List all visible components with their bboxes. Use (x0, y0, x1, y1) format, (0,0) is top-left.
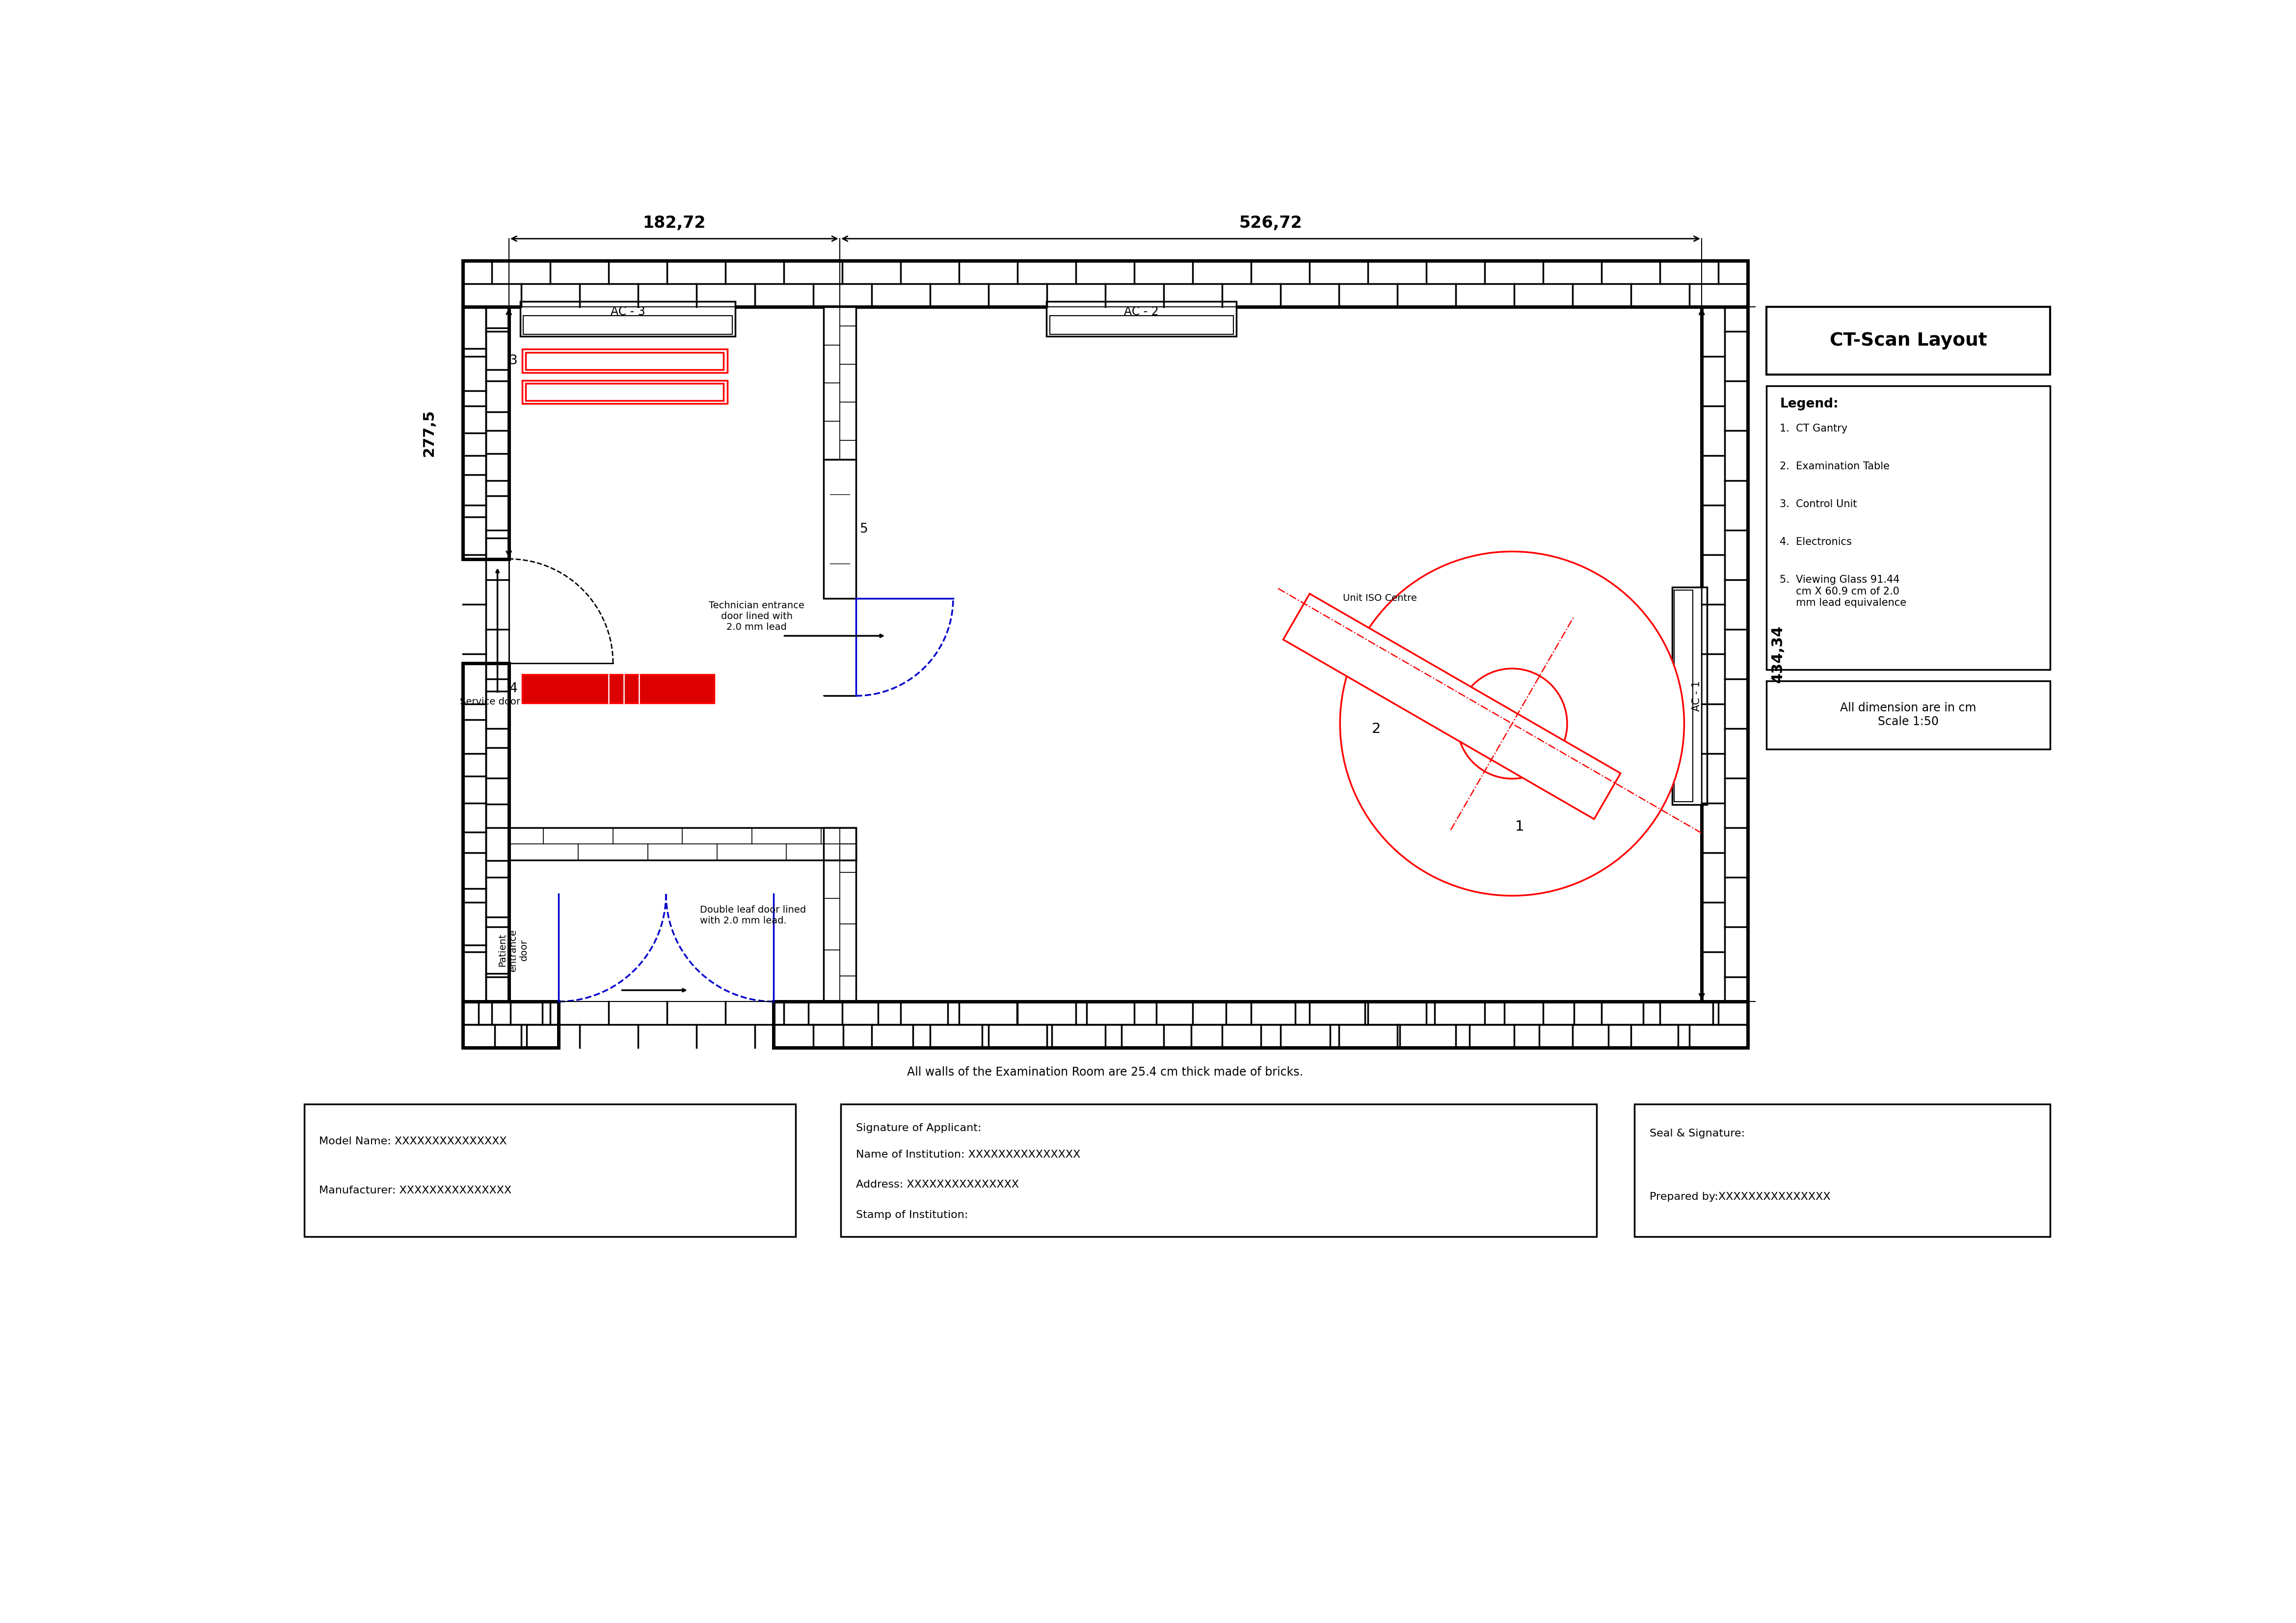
Text: 4.  Electronics: 4. Electronics (1779, 537, 1853, 547)
Text: 5.  Viewing Glass 91.44
     cm X 60.9 cm of 2.0
     mm lead equivalence: 5. Viewing Glass 91.44 cm X 60.9 cm of 2… (1779, 575, 1906, 607)
Bar (459, 558, 512, 664)
Bar (526, 352, 723, 370)
Polygon shape (824, 847, 856, 1001)
Bar (523, 315, 732, 334)
Polygon shape (464, 307, 510, 558)
Bar (521, 380, 728, 404)
Text: Double leaf door lined
with 2.0 mm lead.: Double leaf door lined with 2.0 mm lead. (700, 906, 806, 925)
Polygon shape (824, 828, 856, 860)
Text: AC - 3: AC - 3 (611, 307, 645, 318)
Text: 5: 5 (859, 523, 868, 536)
Bar (521, 675, 714, 703)
Polygon shape (464, 1001, 558, 1047)
Polygon shape (464, 261, 1747, 307)
Text: All dimension are in cm
Scale 1:50: All dimension are in cm Scale 1:50 (1841, 703, 1977, 727)
Text: Stamp of Institution:: Stamp of Institution: (856, 1211, 969, 1220)
Text: Seal & Signature:: Seal & Signature: (1649, 1128, 1745, 1138)
Text: Service door: Service door (459, 698, 521, 706)
Text: Technician entrance
door lined with
2.0 mm lead: Technician entrance door lined with 2.0 … (709, 601, 804, 631)
Circle shape (1341, 552, 1685, 896)
Polygon shape (774, 1001, 1747, 1047)
Text: Manufacturer: XXXXXXXXXXXXXXX: Manufacturer: XXXXXXXXXXXXXXX (319, 1185, 512, 1195)
Text: Legend:: Legend: (1779, 398, 1839, 411)
Text: 1.  CT Gantry: 1. CT Gantry (1779, 424, 1848, 433)
Text: Unit ISO Centre: Unit ISO Centre (1343, 594, 1417, 602)
Circle shape (1458, 669, 1568, 779)
Text: 182,72: 182,72 (643, 214, 705, 230)
Text: Model Name: XXXXXXXXXXXXXXX: Model Name: XXXXXXXXXXXXXXX (319, 1136, 507, 1146)
Text: 434,34: 434,34 (1770, 625, 1784, 683)
Bar (840, 1104, 1596, 1237)
Polygon shape (464, 307, 510, 1001)
Bar (521, 349, 728, 373)
Bar (1049, 315, 1233, 334)
Text: CT-Scan Layout: CT-Scan Layout (1830, 331, 1986, 349)
Polygon shape (1283, 594, 1621, 820)
Text: Signature of Applicant:: Signature of Applicant: (856, 1123, 980, 1133)
Text: 1: 1 (1515, 820, 1525, 834)
Polygon shape (464, 1001, 1747, 1047)
Text: Prepared by:XXXXXXXXXXXXXXX: Prepared by:XXXXXXXXXXXXXXX (1649, 1191, 1830, 1201)
Text: 4: 4 (510, 682, 517, 695)
Text: Patient
entrance
door: Patient entrance door (498, 928, 528, 971)
Bar (1766, 307, 2050, 375)
Text: 277,5: 277,5 (422, 409, 436, 456)
Polygon shape (824, 307, 856, 459)
Bar (1674, 591, 1692, 802)
Polygon shape (464, 664, 510, 1001)
Text: AC - 1: AC - 1 (1692, 680, 1701, 711)
Bar (1766, 386, 2050, 670)
Text: 526,72: 526,72 (1240, 214, 1302, 230)
Text: Name of Institution: XXXXXXXXXXXXXXX: Name of Institution: XXXXXXXXXXXXXXX (856, 1149, 1081, 1159)
Bar (1635, 1104, 2050, 1237)
Bar (526, 383, 723, 401)
Bar (556, 998, 778, 1052)
Bar (1766, 682, 2050, 748)
Bar (1671, 588, 1706, 805)
Text: 3.  Control Unit: 3. Control Unit (1779, 500, 1857, 510)
Text: 3: 3 (510, 354, 517, 367)
Text: 2: 2 (1371, 722, 1380, 735)
Text: All walls of the Examination Room are 25.4 cm thick made of bricks.: All walls of the Examination Room are 25… (907, 1066, 1304, 1078)
Polygon shape (1701, 307, 1747, 1001)
Text: Address: XXXXXXXXXXXXXXX: Address: XXXXXXXXXXXXXXX (856, 1180, 1019, 1190)
Text: AC - 2: AC - 2 (1125, 307, 1159, 318)
Bar (1047, 302, 1235, 336)
Polygon shape (510, 828, 856, 860)
Text: 2.  Examination Table: 2. Examination Table (1779, 461, 1890, 472)
Bar (303, 1104, 794, 1237)
Bar (824, 459, 856, 599)
Bar (521, 302, 735, 336)
